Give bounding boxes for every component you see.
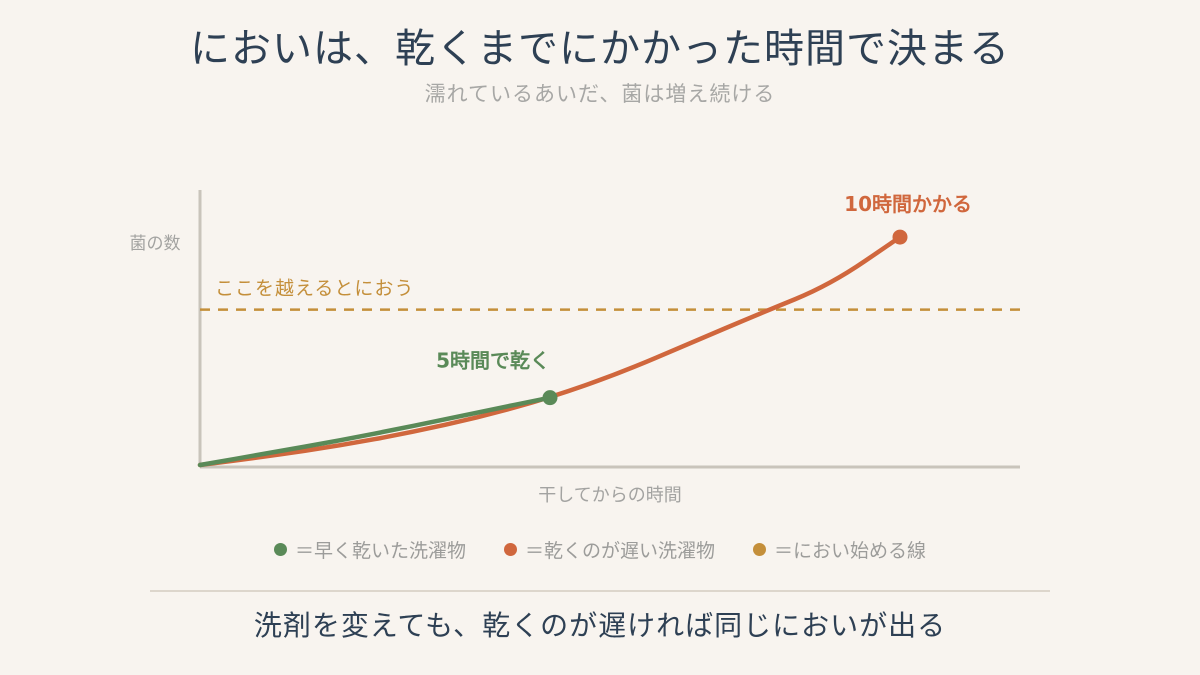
page-title: においは、乾くまでにかかった時間で決まる [190, 26, 1010, 72]
legend-item-slow: ＝乾くのが遅い洗濯物 [503, 536, 715, 563]
legend-dot-threshold [753, 543, 766, 556]
y-axis-label: 菌の数 [130, 234, 181, 254]
legend-item-fast: ＝早く乾いた洗濯物 [273, 536, 466, 563]
series-label-slow: 10時間かかる [844, 192, 972, 216]
series-line-slow [197, 234, 903, 468]
legend-dot-fast [273, 543, 287, 556]
footer-message: 洗剤を変えても、乾くのが遅ければ同じにおいが出る [253, 609, 947, 642]
series-line-fast [197, 395, 553, 468]
series-endpoint-fast [542, 390, 558, 406]
legend-dot-slow [503, 543, 517, 556]
divider [150, 590, 1050, 592]
x-axis-label: 干してからの時間 [538, 485, 681, 506]
threshold-label: ここを越えるとにおう [215, 278, 414, 300]
legend-label-slow: ＝乾くのが遅い洗濯物 [524, 540, 715, 562]
legend-label-threshold: ＝におい始める線 [774, 540, 927, 562]
legend: ＝早く乾いた洗濯物 ＝乾くのが遅い洗濯物 ＝におい始める線 [0, 536, 1200, 563]
series-endpoint-slow [892, 229, 908, 245]
legend-label-fast: ＝早く乾いた洗濯物 [294, 540, 466, 562]
series-label-fast: 5時間で乾く [436, 349, 550, 373]
page-subtitle: 濡れているあいだ、菌は増え続ける [424, 82, 776, 106]
legend-item-threshold: ＝におい始める線 [753, 536, 926, 563]
